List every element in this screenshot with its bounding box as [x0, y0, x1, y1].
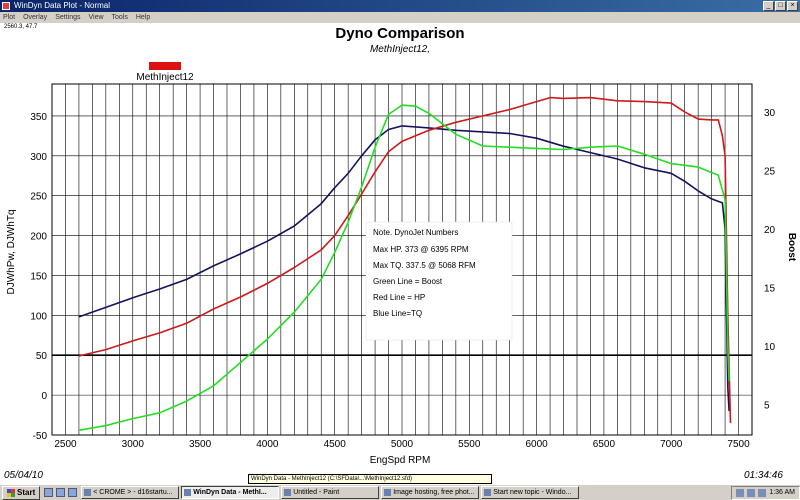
y-tick-label: 250: [30, 192, 47, 203]
x-tick-label: 4500: [324, 439, 347, 450]
quick-launch: [44, 488, 78, 497]
series-lines: [78, 96, 732, 432]
taskbar: Start < CROME > - d16startu... WinDyn Da…: [0, 484, 800, 500]
y2-tick-label: 25: [764, 167, 776, 178]
chart-title: Dyno Comparison: [335, 25, 464, 42]
series-line-hp: [78, 96, 732, 424]
annotation-box: Note. DynoJet Numbers Max HP. 373 @ 6395…: [365, 221, 513, 341]
annotation-line: Max TQ. 337.5 @ 5068 RFM: [373, 261, 476, 270]
y2-tick-label: 20: [764, 225, 776, 236]
series-line-boost: [78, 104, 730, 432]
menu-help[interactable]: Help: [135, 14, 151, 21]
taskbar-button-label: WinDyn Data - MethI...: [193, 489, 267, 496]
x-tick-label: 3500: [189, 439, 212, 450]
y2-tick-label: 30: [764, 108, 776, 119]
menu-plot[interactable]: Plot: [3, 14, 16, 21]
x-tick-label: 2500: [54, 439, 77, 450]
x-tick-label: 5000: [391, 439, 414, 450]
taskbar-button[interactable]: Start new topic - Windo...: [481, 486, 580, 499]
x-tick-label: 6500: [593, 439, 616, 450]
status-date: 05/04/10: [4, 470, 43, 481]
menu-settings[interactable]: Settings: [55, 14, 81, 21]
taskbar-button-label: Start new topic - Windo...: [493, 489, 572, 496]
y2-axis-label: Boost: [786, 233, 797, 262]
y-tick-label: -50: [33, 431, 48, 442]
chart-subtitle: MethInject12,: [370, 44, 430, 55]
taskbar-button[interactable]: Untitled - Paint: [281, 486, 380, 499]
annotation-line: Blue Line=TQ: [373, 309, 422, 318]
dyno-chart[interactable]: Dyno Comparison MethInject12, MethInject…: [0, 22, 800, 472]
y-tick-label: 0: [41, 391, 47, 402]
taskbar-button-label: Image hosting, free phot...: [393, 489, 475, 496]
y2-tick-label: 15: [764, 284, 776, 295]
y-tick-label: 150: [30, 271, 47, 282]
title-bar[interactable]: WinDyn Data Plot - Normal _ □ ×: [0, 0, 800, 12]
y-tick-label: 200: [30, 232, 47, 243]
x-tick-label: 5500: [458, 439, 481, 450]
annotation-line: Max HP. 373 @ 6395 RPM: [373, 245, 469, 254]
x-tick-label: 6000: [525, 439, 548, 450]
window-title: WinDyn Data Plot - Normal: [14, 1, 111, 10]
windyn-window: WinDyn Data Plot - Normal _ □ × Plot Ove…: [0, 0, 800, 484]
cursor-coordinates: 2560.3, 47.7: [4, 24, 38, 30]
annotation-line: Green Line = Boost: [373, 277, 443, 286]
tick-labels: 2500 3000 3500 4000 4500 5000 5500 6000 6500 7000…: [30, 108, 775, 450]
y-tick-label: 350: [30, 112, 47, 123]
x-tick-label: 3000: [122, 439, 145, 450]
y2-tick-label: 10: [764, 342, 776, 353]
taskbar-button[interactable]: < CROME > - d16startu...: [81, 486, 180, 499]
y2-tick-label: 5: [764, 401, 770, 412]
system-tray: 1:36 AM: [731, 485, 800, 500]
app-icon: [184, 489, 192, 496]
taskbar-button-label: Untitled - Paint: [293, 489, 340, 496]
menu-bar: Plot Overlay Settings View Tools Help: [0, 12, 800, 23]
taskbar-button[interactable]: Image hosting, free phot...: [381, 486, 480, 499]
browser-icon: [484, 489, 492, 496]
media-icon[interactable]: [68, 488, 78, 497]
minimize-button[interactable]: _: [763, 1, 774, 11]
file-info-tooltip: WinDyn Data - MethInject12 (C:\SFData\..…: [248, 474, 492, 484]
browser-icon[interactable]: [56, 488, 66, 497]
annotation-line: Note. DynoJet Numbers: [373, 228, 458, 237]
paint-icon: [284, 489, 292, 496]
menu-view[interactable]: View: [88, 14, 104, 21]
volume-icon[interactable]: [758, 488, 767, 497]
tray-icon[interactable]: [747, 488, 756, 497]
windows-logo-icon: [7, 488, 15, 497]
x-tick-label: 7000: [660, 439, 683, 450]
x-axis-label: EngSpd RPM: [370, 455, 431, 466]
y-tick-label: 50: [36, 351, 48, 362]
start-button[interactable]: Start: [2, 485, 41, 500]
x-tick-label: 7500: [727, 439, 750, 450]
maximize-button[interactable]: □: [775, 1, 786, 11]
annotation-line: Red Line = HP: [373, 293, 425, 302]
taskbar-button-label: < CROME > - d16startu...: [93, 489, 173, 496]
menu-tools[interactable]: Tools: [111, 14, 128, 21]
y-axis-label: DJWhPw, DJWhTq: [6, 209, 17, 294]
clock: 1:36 AM: [769, 489, 795, 496]
browser-icon: [384, 489, 392, 496]
desktop-icon[interactable]: [44, 488, 54, 497]
y-tick-label: 100: [30, 311, 47, 322]
x-tick-label: 4000: [256, 439, 279, 450]
start-label: Start: [17, 488, 36, 497]
menu-overlay[interactable]: Overlay: [23, 14, 48, 21]
close-button[interactable]: ×: [787, 1, 798, 11]
legend-label: MethInject12: [136, 72, 194, 83]
series-line-tq: [78, 125, 730, 412]
app-icon: [84, 489, 92, 496]
legend-swatch: [149, 62, 181, 70]
app-icon: [2, 2, 10, 10]
status-time: 01:34:46: [744, 470, 783, 481]
tray-icon[interactable]: [736, 488, 745, 497]
y-tick-label: 300: [30, 152, 47, 163]
taskbar-button-active[interactable]: WinDyn Data - MethI...: [181, 486, 280, 499]
